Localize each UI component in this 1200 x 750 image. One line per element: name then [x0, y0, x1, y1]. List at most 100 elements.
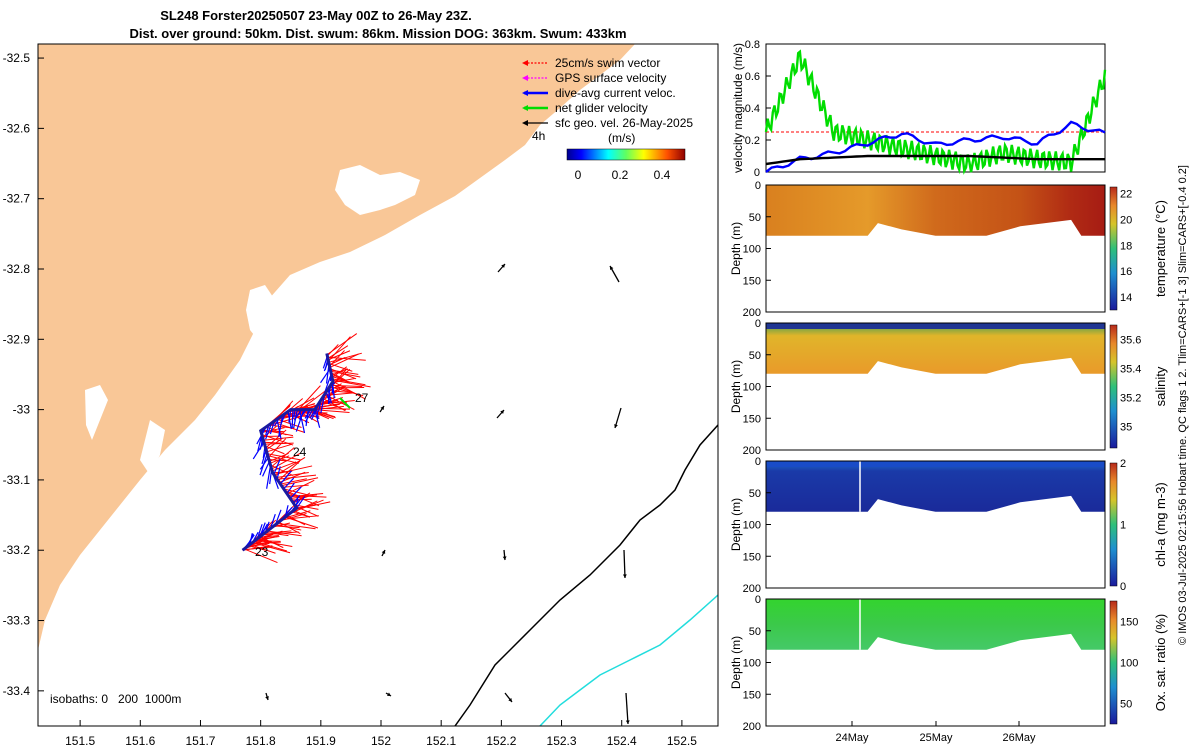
map-title-line2: Dist. over ground: 50km. Dist. swum: 86k…: [129, 26, 626, 41]
map-title-line1: SL248 Forster20250507 23-May 00Z to 26-M…: [160, 8, 471, 23]
isobath-1000m: [539, 594, 718, 726]
sfc-geo-arrowhead: [381, 550, 386, 554]
section-colorbar-tick: 14: [1120, 292, 1132, 304]
dive-current-vector: [293, 495, 301, 504]
section-colorbar-tick: 35.2: [1120, 392, 1141, 404]
swim-vector: [282, 484, 309, 488]
map-xtick-label: 152: [371, 734, 391, 748]
map-ytick-label: -32.9: [3, 332, 31, 346]
legend-item: GPS surface velocity: [522, 71, 666, 85]
dive-current-vector: [298, 409, 306, 434]
map-ticks: 151.5 151.6 151.7 151.8 151.9 152 152.1 152.2 15…: [3, 51, 698, 748]
swim-vector: [330, 370, 361, 378]
land-mass: [38, 44, 635, 650]
time-tick-label: 26May: [1002, 732, 1036, 744]
section-panel-oxygen: 0 50 100 150 200 Depth (m) 50 100 150 Ox. sat. ra…: [729, 594, 1168, 733]
section-ytick-label: 100: [743, 658, 761, 670]
swim-vector: [244, 548, 278, 564]
dive-current-vector: [305, 409, 309, 427]
sfc-geo-arrowhead: [501, 264, 505, 268]
velocity-series-line: [765, 154, 1105, 166]
dive-current-vector: [293, 409, 303, 421]
map-xtick-label: 151.8: [246, 734, 276, 748]
section-ytick-label: 200: [743, 721, 761, 733]
section-ytick-label: 0: [755, 594, 761, 606]
time-tick-label: 24May: [835, 732, 869, 744]
swim-vector: [316, 403, 340, 408]
map-ytick-label: -33.1: [3, 473, 31, 487]
dive-current-vector: [276, 419, 282, 439]
swim-vector: [283, 488, 308, 496]
glider-track: [241, 353, 335, 552]
map-ytick-label: -32.8: [3, 262, 31, 276]
legend-item: 25cm/s swim vector: [522, 56, 660, 70]
section-colorbar-tick: 35: [1120, 421, 1132, 433]
sfc-geo-arrowhead: [500, 410, 504, 414]
map-ytick-label: -33.2: [3, 543, 31, 557]
swim-vector: [272, 470, 293, 474]
swim-vector: [262, 531, 299, 536]
day-label-24: 24: [293, 445, 307, 459]
swim-vector: [313, 409, 350, 413]
swim-vector: [264, 445, 285, 455]
legend-label: 25cm/s swim vector: [555, 56, 660, 70]
section-panel-salinity: 0 50 100 150 200 Depth (m) 35 35.2 35.4 35.6 salin…: [729, 318, 1168, 457]
map-axes-frame: [37, 43, 719, 727]
day-label-23: 23: [255, 545, 269, 559]
dive-current-vector: [265, 422, 273, 440]
legend-arrowhead: [522, 60, 528, 66]
section-colorbar-label: salinity: [1153, 366, 1168, 406]
section-colorbar-label: chl-a (mg m-3): [1153, 482, 1168, 567]
time-tick-label: 25May: [919, 732, 953, 744]
map-ytick-label: -32.7: [3, 192, 31, 206]
velocity-ylabel: velocity magnitude (m/s): [731, 43, 745, 173]
section-colorbar-label: temperature (°C): [1153, 200, 1168, 297]
map-xtick-label: 152.1: [426, 734, 456, 748]
velocity-panel: 0 0.2 0.4 0.6 0.8 velocity magnitude (m/s): [731, 39, 1107, 179]
section-colorbar-tick: 18: [1120, 240, 1132, 252]
map-ytick-label: -33.3: [3, 614, 31, 628]
swim-vector: [321, 397, 346, 412]
swim-vector: [328, 363, 353, 372]
swim-vector: [327, 345, 349, 359]
section-ytick-label: 150: [743, 275, 761, 287]
legend-item: sfc geo. vel. 26-May-2025: [522, 116, 693, 130]
section-colorbar-tick: 35.4: [1120, 363, 1141, 375]
section-colorbar: [1109, 462, 1118, 587]
section-colorbar-tick: 16: [1120, 266, 1132, 278]
section-ytick-label: 150: [743, 689, 761, 701]
swim-vector: [258, 535, 279, 538]
swim-vector: [298, 385, 321, 410]
swim-vector: [253, 540, 288, 552]
swim-vector: [263, 436, 294, 441]
legend-item: net glider velocity: [522, 101, 648, 115]
section-data-field: [766, 461, 1105, 512]
map-xtick-label: 151.6: [125, 734, 155, 748]
swim-vector: [268, 458, 288, 462]
swim-vector: [295, 505, 319, 517]
swim-vector: [281, 515, 319, 521]
velocity-ytick-label: 0.6: [745, 71, 760, 83]
section-colorbar-tick: 22: [1120, 188, 1132, 200]
map-ytick-label: -32.6: [3, 121, 31, 135]
swim-vector: [332, 381, 366, 400]
sfc-geo-arrowhead: [265, 696, 269, 700]
swim-vector: [328, 352, 362, 363]
legend-arrowhead: [522, 90, 528, 96]
section-colorbar-tick: 100: [1120, 658, 1138, 670]
sfc-geo-arrowhead: [614, 424, 618, 428]
swim-vector: [280, 478, 307, 485]
section-panel-temperature: 0 50 100 150 200 Depth (m) 14 16 18 20 22 temperatu…: [729, 180, 1168, 319]
dive-current-vector: [283, 477, 295, 490]
side-note: © IMOS 03-Jul-2025 02:15:56 Hobart time.…: [1177, 165, 1189, 645]
section-colorbar-tick: 35.6: [1120, 334, 1141, 346]
speed-colorbar-tick-2: 0.4: [654, 168, 671, 182]
swim-vector: [291, 498, 312, 501]
velocity-series-line: [764, 49, 1107, 175]
dive-current-vector: [278, 415, 284, 437]
velocity-ytick-label: 0.8: [745, 39, 760, 51]
sfc-geo-arrowhead: [625, 720, 630, 724]
swim-vector: [263, 441, 283, 444]
colorbar-units-label: (m/s): [608, 131, 635, 145]
